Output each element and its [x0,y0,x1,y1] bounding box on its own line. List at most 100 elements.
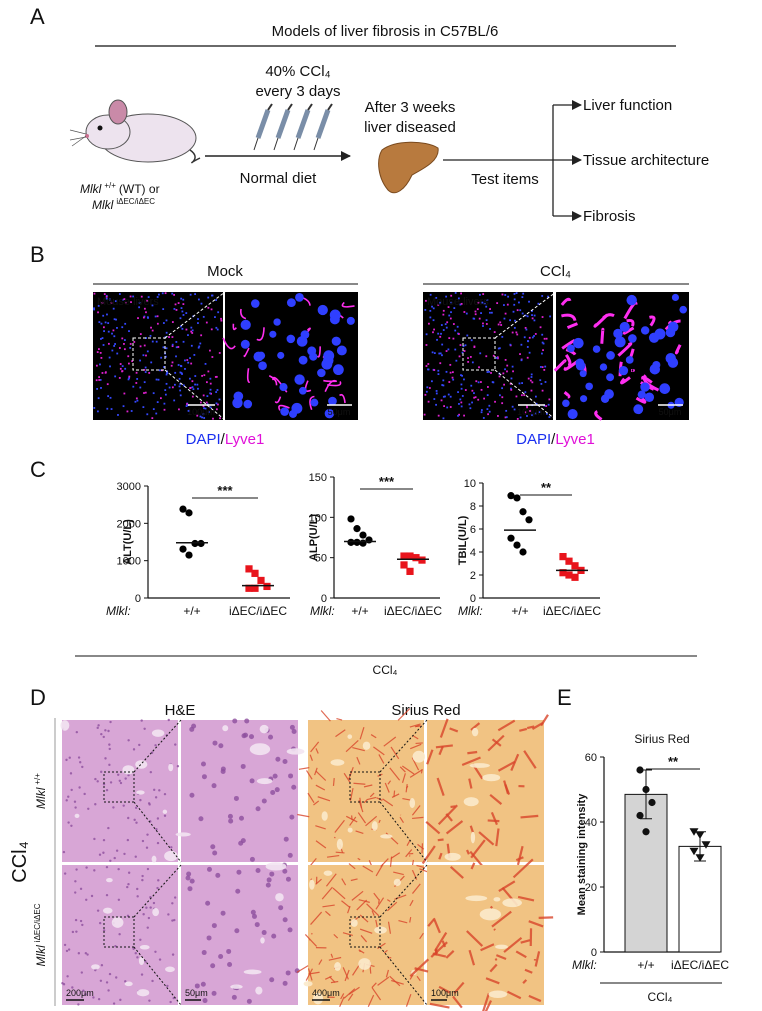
panel-label: D [30,685,46,710]
histo-space [249,743,271,756]
histo-cell [158,958,162,961]
micro-dot [480,411,483,414]
micro-dot [112,329,115,332]
micro-dot [545,405,548,407]
histo-fiber [386,899,391,903]
histo-cell [117,773,120,776]
micro-dot [137,317,139,320]
micro-dot [541,389,544,392]
histo-cell [173,896,177,899]
micro-dot [468,403,471,406]
micro-dot [474,313,477,316]
histo-cell [255,806,261,812]
micro-dot [199,342,202,345]
micro-nucleus [273,318,281,326]
micro-dot [480,388,483,391]
histo-fiber [517,895,535,902]
y-tick-label: 10 [464,478,476,490]
micro-dot [432,319,435,322]
micro-dot [102,344,105,346]
micro-dot [181,327,184,330]
histo-cell [132,748,136,751]
micro-nucleus [633,404,644,415]
micro-nucleus [567,408,578,420]
micro-vessel [309,395,315,411]
histo-fiber [359,914,369,923]
micro-dot [464,389,467,391]
histo-fiber [408,855,411,857]
histo-fiber [310,878,313,881]
histo-fiber [375,864,384,877]
histo-cell [105,788,109,792]
syringe-needle [273,137,279,151]
text-part: DAPI [516,431,551,448]
micro-dot [173,294,176,296]
histo-cell [169,1000,172,1004]
micro-dot [102,326,105,329]
histo-cell [70,824,73,828]
micro-dot [194,375,197,377]
micro-dot [171,321,174,323]
histo-cell [189,878,195,884]
micro-nucleus [640,326,650,335]
zoom-line [133,801,182,863]
micro-vessel [674,344,682,355]
data-point [636,811,644,820]
histo-cell [109,859,112,862]
text-part: (WT) or [119,182,160,196]
text-part: Lyve1 [225,431,264,448]
micro-dot [524,326,527,329]
micro-dot [124,322,127,325]
histo-cell [234,928,240,934]
micro-dot [509,319,511,322]
micro-dot [126,410,129,413]
scale-label: 200μm [66,988,94,998]
histo-fiber [520,939,531,944]
micro-nucleus [585,382,593,391]
micro-dot [216,389,219,391]
micro-dot [499,394,501,397]
micro-dot [449,406,452,408]
syringe-needle [293,137,299,151]
data-point [347,538,355,546]
micro-nucleus [619,321,630,332]
syringe-needle [253,137,259,151]
micro-dot [202,413,205,416]
micro-dot [164,292,167,295]
micro-dot [194,383,196,386]
micro-dot [488,404,491,407]
histo-cell [98,853,102,856]
data-point [400,552,408,560]
histo-space [275,893,284,902]
micro-dot [156,315,159,318]
micro-dot [197,346,200,349]
micro-dot [184,368,186,370]
histo-fiber [325,873,337,887]
micro-nucleus [614,336,626,348]
micro-dot [116,352,119,355]
micro-dot [531,310,533,312]
micro-dot [449,363,452,366]
histo-fiber [515,950,527,959]
micro-nucleus [250,299,260,308]
micro-dot [432,307,435,310]
micro-dot [142,354,145,357]
micro-dot [486,371,489,373]
micro-dot [119,367,122,370]
micro-nucleus [310,398,319,407]
histo-fiber [378,819,381,823]
histo-fiber [310,741,320,753]
micro-dot [498,375,501,378]
micro-dot [151,417,154,420]
micro-dot [457,297,460,300]
micro-dot [164,355,167,358]
histology-image [308,865,424,1005]
histo-fiber [438,745,444,756]
histo-cell [84,952,88,955]
micro-dot [474,396,477,399]
micro-dot [95,364,98,367]
micro-dot [173,399,176,402]
histo-cell [270,790,276,796]
micro-dot [123,348,126,351]
micro-dot [533,319,536,322]
